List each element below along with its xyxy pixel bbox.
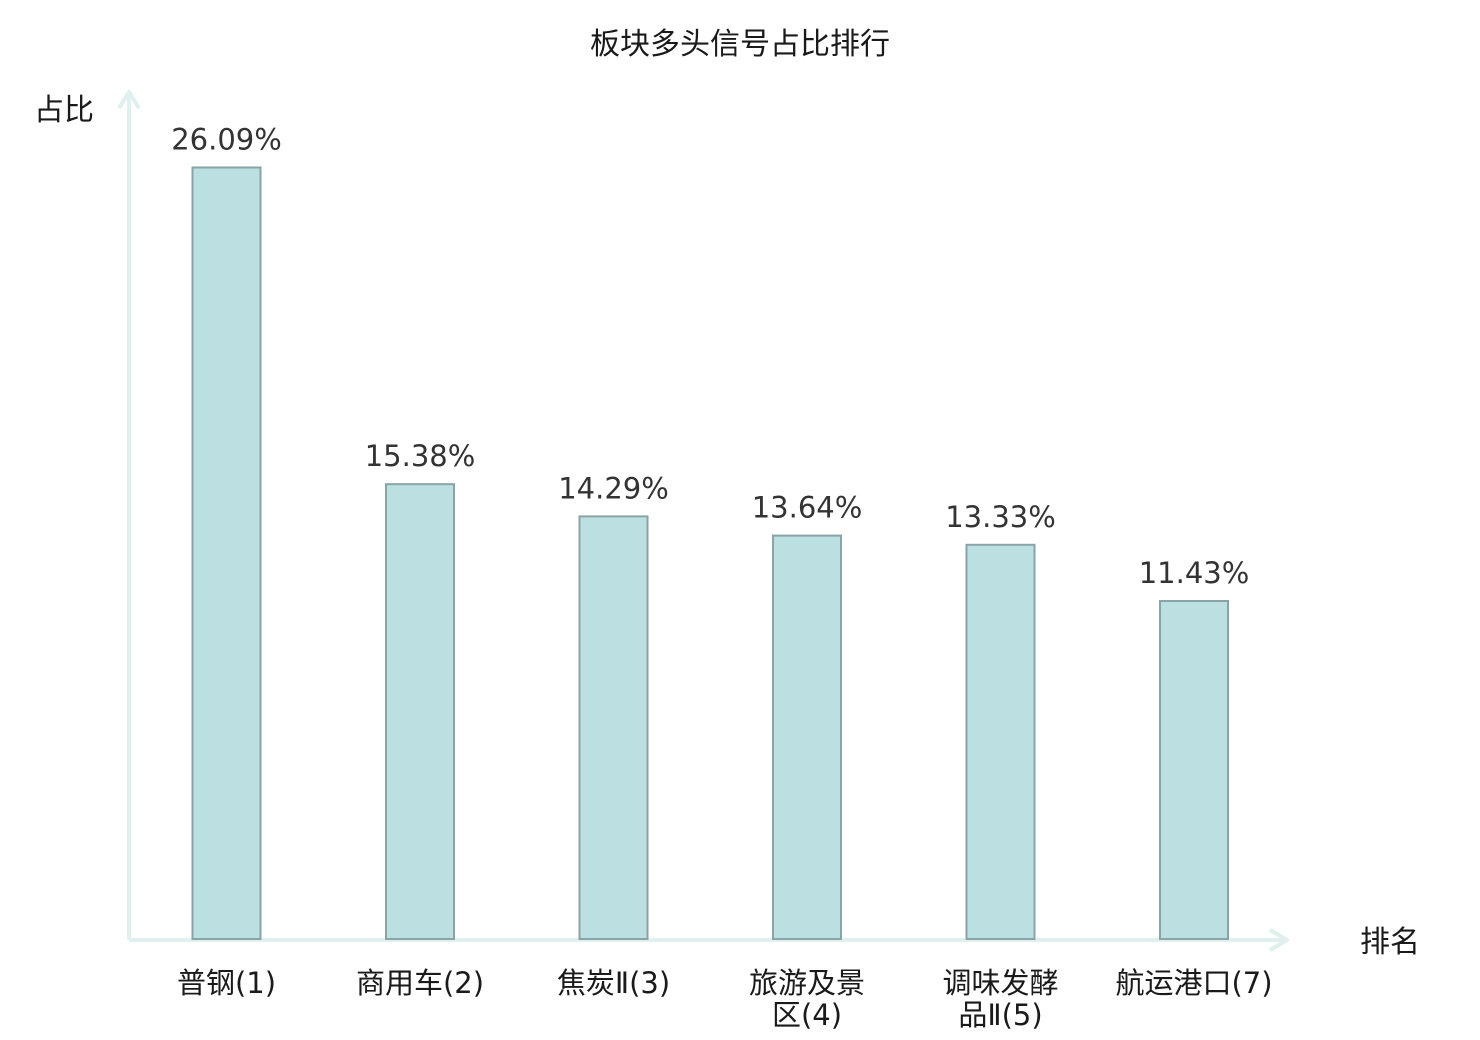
bar [191, 166, 262, 940]
bar-value-label: 14.29% [558, 471, 669, 505]
category-labels-group: 普钢(1) 商用车(2) 焦炭Ⅱ(3) 旅游及景区(4) 调味发酵品Ⅱ(5) 航运港口(7… [177, 966, 1273, 1032]
bar [772, 534, 842, 940]
category-tick-label-line: 旅游及景 [749, 966, 865, 1000]
category-tick-label: 旅游及景区(4) [749, 966, 865, 1032]
bar [578, 515, 649, 941]
x-axis-title: 排名 [1360, 925, 1420, 960]
category-tick-label: 普钢(1) [177, 966, 276, 1000]
bar-value-label: 11.43% [1139, 556, 1250, 590]
category-tick-label-line: 品Ⅱ(5) [958, 998, 1042, 1032]
category-tick-label-line: 区(4) [772, 998, 842, 1032]
category-tick-label-line: 调味发酵 [942, 966, 1058, 1000]
value-labels-group: 26.09% 15.38% 14.29% 13.64% 13.33% 11.43% [171, 123, 1249, 591]
category-tick-label: 调味发酵品Ⅱ(5) [942, 966, 1058, 1032]
bars-group [191, 166, 1229, 941]
bar [965, 543, 1036, 940]
bar [1159, 600, 1229, 940]
bar-value-label: 13.33% [945, 500, 1056, 534]
bar-value-label: 13.64% [752, 491, 863, 525]
chart-title: 板块多头信号占比排行 [590, 27, 890, 62]
bar-value-label: 15.38% [365, 439, 476, 473]
y-axis-arrow [117, 90, 141, 110]
category-tick-label: 商用车(2) [356, 966, 484, 1000]
axes [117, 90, 1289, 952]
category-tick-label: 航运港口(7) [1115, 966, 1272, 1000]
category-tick-label-line: 普钢(1) [177, 966, 276, 1000]
category-tick-label: 焦炭Ⅱ(3) [557, 966, 670, 1000]
category-tick-label-line: 商用车(2) [356, 966, 484, 1000]
category-tick-label-line: 焦炭Ⅱ(3) [557, 966, 670, 1000]
bar [385, 483, 455, 940]
y-axis-title: 占比 [34, 93, 94, 128]
x-axis-arrow [1268, 928, 1289, 952]
category-tick-label-line: 航运港口(7) [1115, 966, 1272, 1000]
bar-value-label: 26.09% [171, 123, 282, 157]
